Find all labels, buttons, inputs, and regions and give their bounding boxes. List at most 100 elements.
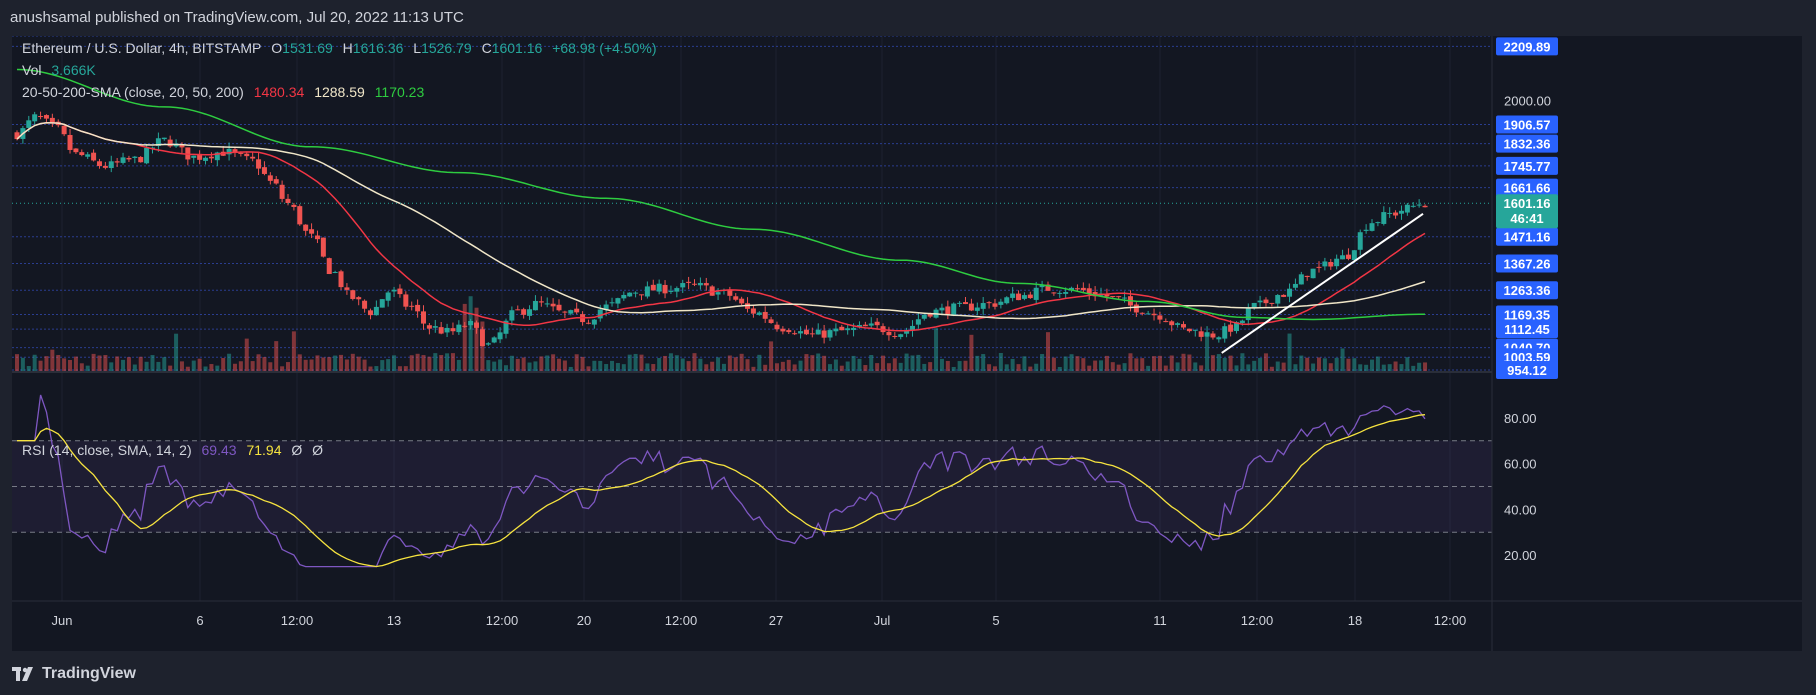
candle-body [697, 282, 703, 286]
volume-bar [1405, 357, 1410, 371]
time-tick-label: Jul [874, 613, 891, 628]
chart-svg[interactable]: USD2000.002209.891906.571832.361745.7716… [12, 35, 1802, 651]
current-price-box [1496, 194, 1558, 229]
candle-body [1387, 212, 1393, 214]
volume-bar [32, 354, 37, 371]
volume-bar [733, 357, 738, 371]
price-level-label: 1471.16 [1504, 230, 1551, 245]
volume-bar [1358, 364, 1363, 371]
candle-body [67, 134, 73, 150]
volume-bar [1322, 358, 1327, 371]
candle-body [715, 292, 721, 295]
candle-body [314, 235, 320, 240]
volume-bar [468, 296, 473, 371]
volume-bar [981, 354, 986, 371]
candle-body [1257, 300, 1263, 303]
candle-body [656, 283, 662, 292]
candle-body [733, 296, 739, 300]
volume-bar [280, 366, 285, 371]
candle-body [1016, 293, 1022, 301]
candle-body [1404, 204, 1410, 213]
volume-bar [1228, 355, 1233, 371]
candle-body [597, 309, 603, 319]
volume-bar [79, 363, 84, 371]
footer: TradingView [12, 655, 1802, 695]
candle-body [456, 324, 462, 333]
candle-body [138, 157, 144, 163]
candle-body [1381, 212, 1387, 224]
candle-body [49, 117, 55, 124]
candle-body [1322, 261, 1328, 267]
volume-bar [1034, 363, 1039, 371]
candle-body [674, 288, 680, 292]
volume-bar [1281, 362, 1286, 371]
candle-body [155, 138, 161, 146]
brand-logo[interactable]: TradingView [12, 665, 136, 683]
candle-body [1210, 333, 1216, 338]
candle-body [957, 302, 963, 304]
volume-bar [350, 353, 355, 371]
candle-body [85, 154, 91, 157]
volume-bar [38, 360, 43, 371]
volume-bar [1287, 333, 1292, 371]
volume-bar [174, 333, 179, 371]
sma200-value: 1170.23 [374, 84, 425, 100]
volume-bar [1028, 366, 1033, 371]
candle-body [1175, 323, 1181, 325]
candle-body [927, 313, 933, 317]
volume-bar [26, 366, 31, 371]
change-value: +68.98 (+4.50%) [552, 40, 657, 56]
volume-bar [339, 354, 344, 371]
volume-bar [527, 362, 532, 371]
candle-body [1410, 205, 1416, 207]
candle-body [1139, 312, 1145, 314]
candle-body [1145, 313, 1151, 315]
volume-bar [1081, 358, 1086, 371]
rsi-tick-label: 40.00 [1504, 502, 1537, 517]
candle-body [986, 302, 992, 304]
candle-body [450, 328, 456, 332]
volume-bar [492, 361, 497, 371]
candle-body [851, 327, 857, 331]
close-label: C [481, 40, 492, 56]
volume-bar [780, 361, 785, 371]
candle-body [1298, 274, 1304, 285]
high-value: 1616.36 [352, 40, 404, 56]
volume-bar [657, 358, 662, 371]
candle-body [61, 125, 67, 135]
symbol-label: Ethereum / U.S. Dollar, 4h, BITSTAMP [22, 40, 262, 56]
candle-body [574, 308, 580, 313]
volume-bar [1075, 356, 1080, 371]
volume-bar [1293, 364, 1298, 371]
candle-body [963, 302, 969, 305]
volume-bar [1140, 358, 1145, 371]
volume-label: Vol [22, 62, 42, 78]
volume-bar [804, 354, 809, 371]
plot-background [12, 36, 1492, 601]
volume-bar [162, 357, 167, 371]
volume-bar [568, 366, 573, 371]
volume-bar [615, 363, 620, 371]
volume-bar [857, 358, 862, 371]
candle-body [1010, 293, 1016, 298]
volume-bar [1411, 365, 1416, 371]
volume-bar [892, 358, 897, 371]
volume-bar [380, 360, 385, 371]
chart-panel[interactable]: USD2000.002209.891906.571832.361745.7716… [12, 35, 1802, 651]
candle-body [126, 157, 132, 160]
candle-body [161, 137, 167, 140]
volume-bar [197, 358, 202, 371]
candle-body [191, 155, 197, 158]
volume-bar [68, 359, 73, 371]
volume-bar [934, 328, 939, 371]
price-level-box [1496, 134, 1558, 153]
volume-bar [1370, 359, 1375, 371]
candle-body [43, 115, 49, 119]
candle-body [1074, 288, 1080, 290]
volume-bar [344, 359, 349, 371]
volume-bar [769, 341, 774, 371]
candle-body [303, 224, 309, 231]
volume-bar [939, 358, 944, 371]
candle-body [786, 330, 792, 333]
